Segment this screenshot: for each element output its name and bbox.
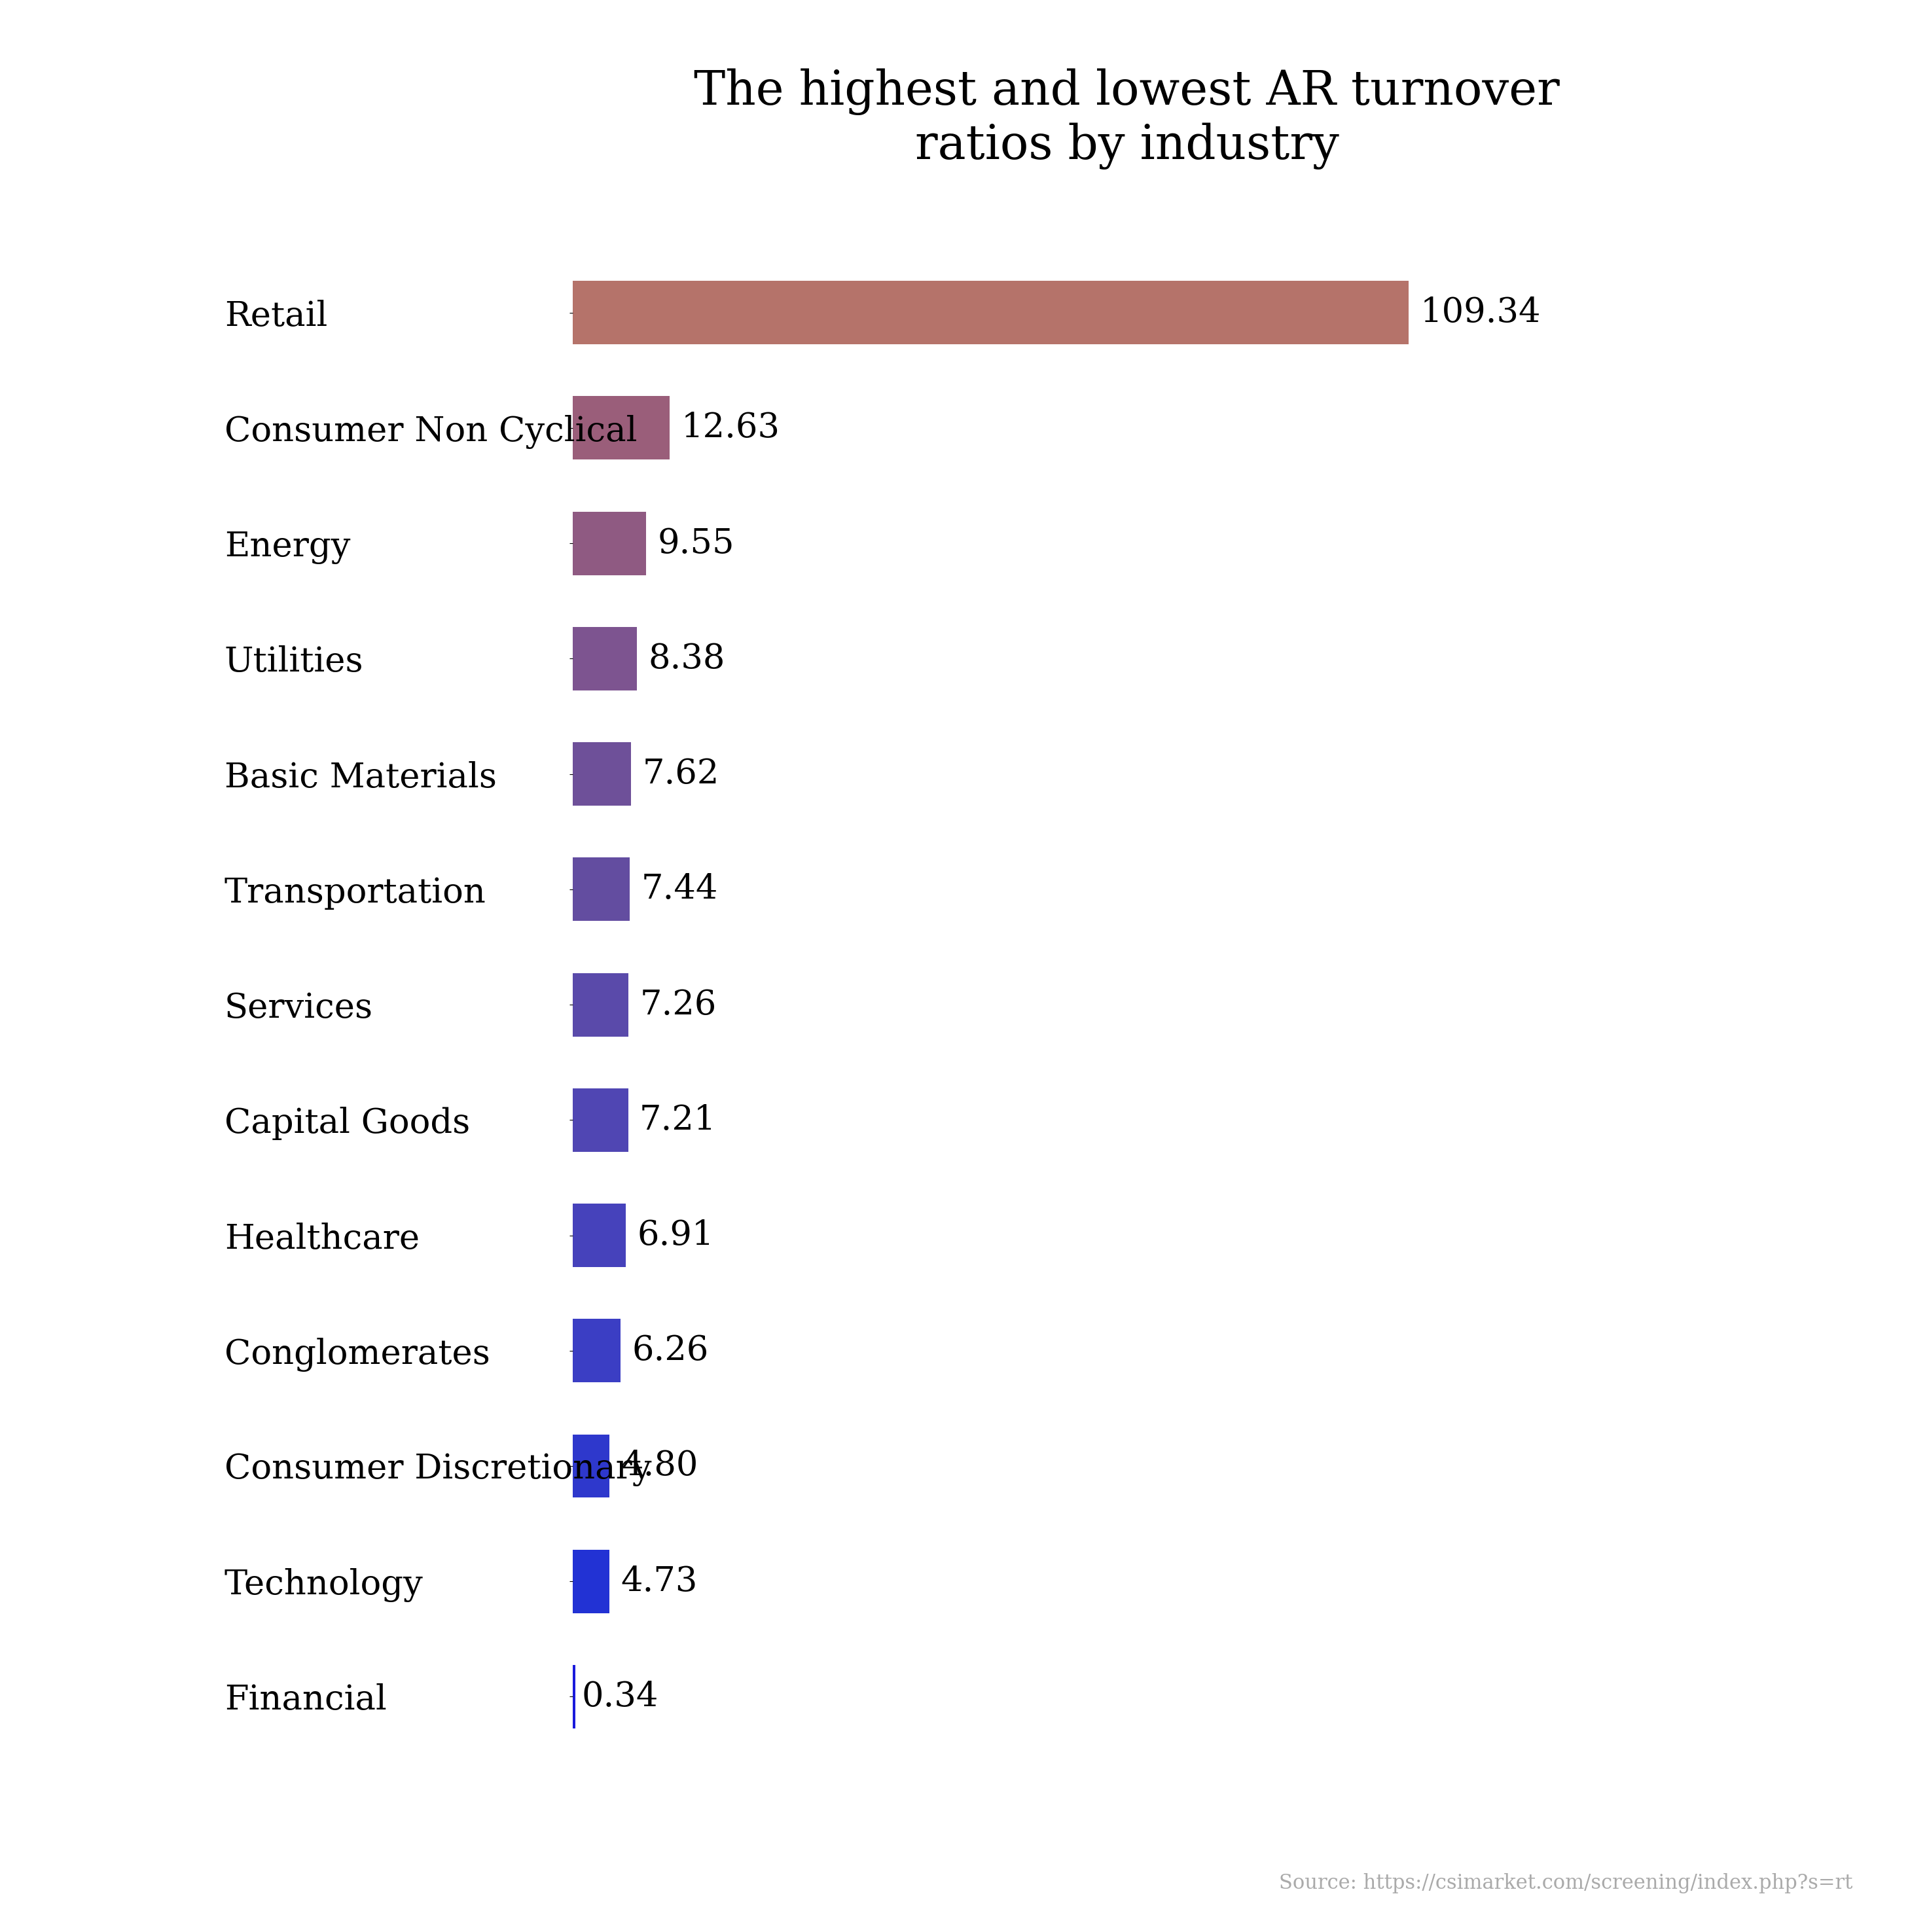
Text: 9.55: 9.55 <box>657 527 735 560</box>
Text: 7.21: 7.21 <box>640 1103 716 1136</box>
Bar <box>573 1088 628 1151</box>
Text: 6.91: 6.91 <box>638 1219 714 1252</box>
Bar <box>573 858 630 922</box>
Bar <box>573 1665 575 1729</box>
Bar <box>573 974 628 1036</box>
Text: 6.26: 6.26 <box>632 1333 709 1368</box>
Bar <box>573 1320 621 1383</box>
Bar <box>573 1434 609 1497</box>
Text: Source: https://csimarket.com/screening/index.php?s=rt: Source: https://csimarket.com/screening/… <box>1280 1872 1853 1893</box>
Text: 109.34: 109.34 <box>1419 296 1541 328</box>
Text: 7.44: 7.44 <box>642 873 718 906</box>
Bar <box>573 396 670 460</box>
Bar <box>573 512 646 576</box>
Text: 8.38: 8.38 <box>649 641 726 676</box>
Text: 12.63: 12.63 <box>682 412 779 444</box>
Text: 7.26: 7.26 <box>640 987 716 1022</box>
Bar <box>573 280 1408 344</box>
Bar <box>573 1204 626 1267</box>
Bar <box>573 626 638 690</box>
Text: 4.73: 4.73 <box>621 1565 697 1598</box>
Bar <box>573 742 630 806</box>
Text: 7.62: 7.62 <box>642 757 720 790</box>
Text: 0.34: 0.34 <box>583 1681 659 1714</box>
Title: The highest and lowest AR turnover
ratios by industry: The highest and lowest AR turnover ratio… <box>693 70 1560 170</box>
Bar <box>573 1549 609 1613</box>
Text: 4.80: 4.80 <box>621 1449 697 1482</box>
